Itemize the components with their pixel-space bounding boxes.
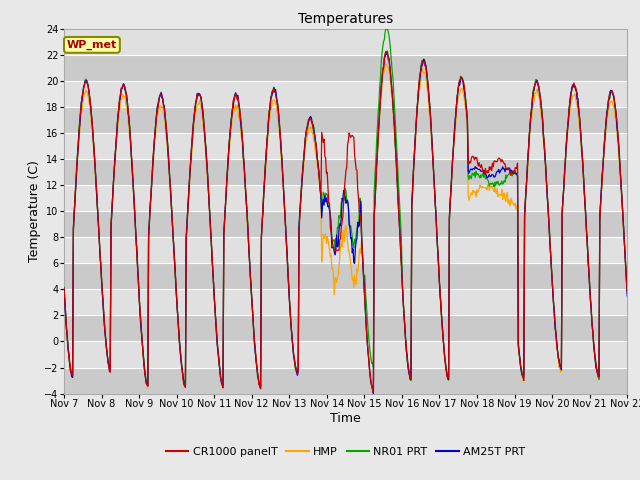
Bar	[64, 315, 627, 341]
Bar	[64, 107, 627, 133]
Bar	[64, 55, 627, 81]
Bar	[64, 211, 627, 237]
Y-axis label: Temperature (C): Temperature (C)	[28, 160, 42, 262]
Text: WP_met: WP_met	[67, 40, 117, 50]
Bar	[64, 368, 627, 394]
Bar	[64, 289, 627, 315]
Bar	[64, 185, 627, 211]
Bar	[64, 341, 627, 368]
Bar	[64, 29, 627, 55]
Bar	[64, 81, 627, 107]
Bar	[64, 133, 627, 159]
Bar	[64, 159, 627, 185]
Title: Temperatures: Temperatures	[298, 12, 393, 26]
Bar	[64, 237, 627, 264]
Legend: CR1000 panelT, HMP, NR01 PRT, AM25T PRT: CR1000 panelT, HMP, NR01 PRT, AM25T PRT	[162, 443, 529, 462]
X-axis label: Time: Time	[330, 412, 361, 425]
Bar	[64, 264, 627, 289]
